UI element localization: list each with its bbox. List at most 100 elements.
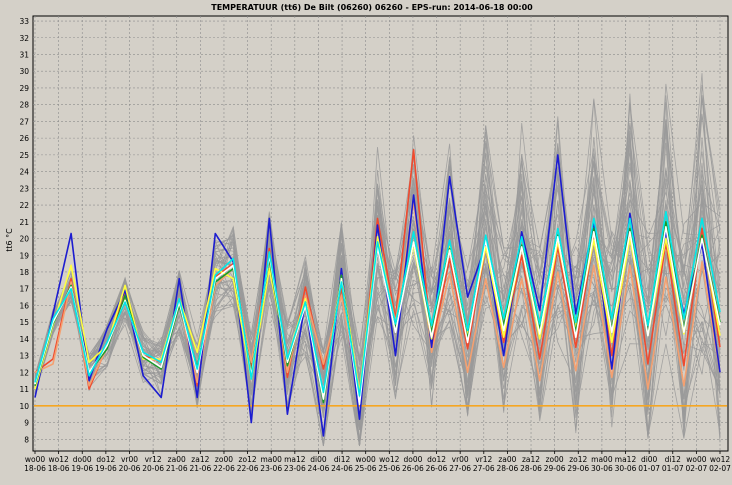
x-tick-label-day: di00 — [310, 455, 327, 464]
x-tick-label-day: di12 — [665, 455, 682, 464]
x-tick-label-day: vr00 — [452, 455, 469, 464]
x-tick-label-day: ma12 — [615, 455, 637, 464]
x-tick-label-day: do12 — [96, 455, 115, 464]
x-tick-label-day: di12 — [334, 455, 351, 464]
y-tick-label: 28 — [19, 101, 29, 110]
x-tick-label-day: vr12 — [475, 455, 492, 464]
x-tick-label-date: 25-06 — [355, 464, 377, 473]
x-tick-label-date: 01-07 — [662, 464, 684, 473]
ensemble-member-line — [34, 145, 721, 443]
x-tick-label-day: zo00 — [215, 455, 233, 464]
x-tick-label-date: 19-06 — [95, 464, 117, 473]
x-tick-label-date: 27-06 — [449, 464, 471, 473]
x-tick-label-day: za00 — [498, 455, 516, 464]
x-tick-label-date: 22-06 — [213, 464, 235, 473]
y-tick-label: 9 — [24, 419, 29, 428]
y-tick-label: 8 — [24, 435, 29, 444]
x-tick-label-date: 26-06 — [402, 464, 424, 473]
y-tick-label: 12 — [19, 368, 29, 377]
series-line-2 — [34, 154, 721, 437]
y-tick-label: 30 — [19, 67, 29, 76]
x-tick-label-day: wo00 — [686, 455, 706, 464]
x-tick-label-day: zo12 — [569, 455, 587, 464]
x-tick-label-date: 28-06 — [497, 464, 519, 473]
x-tick-label-day: za12 — [522, 455, 540, 464]
x-tick-label-day: wo12 — [379, 455, 399, 464]
y-tick-label: 14 — [19, 335, 29, 344]
x-tick-label-day: wo00 — [25, 455, 45, 464]
x-tick-label-date: 02-07 — [709, 464, 731, 473]
y-tick-label: 11 — [19, 385, 29, 394]
series-lines — [34, 149, 721, 437]
x-tick-label-day: za00 — [168, 455, 186, 464]
y-tick-label: 13 — [19, 352, 29, 361]
x-tick-label-day: ma00 — [260, 455, 282, 464]
x-tick-label-day: wo00 — [356, 455, 376, 464]
y-tick-label: 21 — [19, 218, 29, 227]
y-tick-label: 23 — [19, 184, 29, 193]
ensemble-member-line — [34, 142, 721, 447]
x-tick-label-date: 29-06 — [544, 464, 566, 473]
x-tick-label-date: 23-06 — [284, 464, 306, 473]
x-tick-labels: wo0018-06wo1218-06do0019-06do1219-06vr00… — [24, 451, 731, 473]
y-tick-label: 24 — [19, 168, 29, 177]
x-tick-label-date: 21-06 — [189, 464, 211, 473]
y-tick-label: 25 — [19, 151, 29, 160]
x-tick-label-day: di00 — [641, 455, 658, 464]
y-tick-label: 27 — [19, 117, 29, 126]
x-tick-label-day: do12 — [427, 455, 446, 464]
x-tick-label-date: 18-06 — [48, 464, 70, 473]
x-tick-label-date: 20-06 — [142, 464, 164, 473]
y-tick-label: 16 — [19, 301, 29, 310]
y-tick-label: 19 — [19, 251, 29, 260]
y-tick-label: 32 — [19, 34, 29, 43]
y-axis-label: tt6 °C — [5, 228, 14, 252]
x-tick-label-date: 29-06 — [567, 464, 589, 473]
x-tick-label-date: 30-06 — [615, 464, 637, 473]
y-tick-label: 26 — [19, 134, 29, 143]
y-tick-label: 10 — [19, 402, 29, 411]
x-tick-label-day: do00 — [73, 455, 92, 464]
x-tick-label-date: 30-06 — [591, 464, 613, 473]
x-tick-label-date: 23-06 — [260, 464, 282, 473]
y-tick-label: 22 — [19, 201, 29, 210]
y-tick-label: 18 — [19, 268, 29, 277]
x-tick-label-date: 26-06 — [426, 464, 448, 473]
y-tick-label: 20 — [19, 235, 29, 244]
ensemble-member-line — [34, 99, 721, 441]
y-tick-label: 17 — [19, 285, 29, 294]
x-tick-label-date: 25-06 — [378, 464, 400, 473]
x-tick-label-date: 20-06 — [119, 464, 141, 473]
x-tick-label-date: 28-06 — [520, 464, 542, 473]
ensemble-member-line — [34, 143, 721, 439]
x-tick-label-date: 24-06 — [331, 464, 353, 473]
y-tick-label: 31 — [19, 50, 29, 59]
x-tick-label-day: ma00 — [591, 455, 613, 464]
y-tick-label: 33 — [19, 17, 29, 26]
ensemble-member-line — [34, 160, 721, 407]
x-tick-label-date: 02-07 — [685, 464, 707, 473]
x-tick-label-date: 18-06 — [24, 464, 46, 473]
x-tick-label-date: 21-06 — [166, 464, 188, 473]
chart-title: TEMPERATUUR (tt6) De Bilt (06260) 06260 … — [211, 3, 533, 12]
y-tick-labels: 8 9 10 11 12 13 14 15 16 17 18 19 20 21 22 23 24 25 26 27 28… — [19, 17, 29, 444]
x-tick-label-date: 27-06 — [473, 464, 495, 473]
x-tick-label-day: vr12 — [145, 455, 162, 464]
series-line-6 — [34, 210, 721, 397]
x-tick-label-day: vr00 — [121, 455, 138, 464]
x-tick-label-date: 24-06 — [308, 464, 330, 473]
x-tick-label-day: za12 — [191, 455, 209, 464]
x-tick-label-day: wo12 — [710, 455, 730, 464]
y-tick-label: 29 — [19, 84, 29, 93]
x-tick-label-day: do00 — [403, 455, 422, 464]
x-tick-label-date: 22-06 — [237, 464, 259, 473]
x-tick-label-date: 19-06 — [71, 464, 93, 473]
x-tick-label-day: wo12 — [48, 455, 68, 464]
x-tick-label-day: zo12 — [239, 455, 257, 464]
y-tick-label: 15 — [19, 318, 29, 327]
ensemble-member-line — [34, 95, 721, 447]
x-tick-label-day: ma12 — [284, 455, 306, 464]
x-tick-label-day: zo00 — [546, 455, 564, 464]
x-tick-label-date: 01-07 — [638, 464, 660, 473]
